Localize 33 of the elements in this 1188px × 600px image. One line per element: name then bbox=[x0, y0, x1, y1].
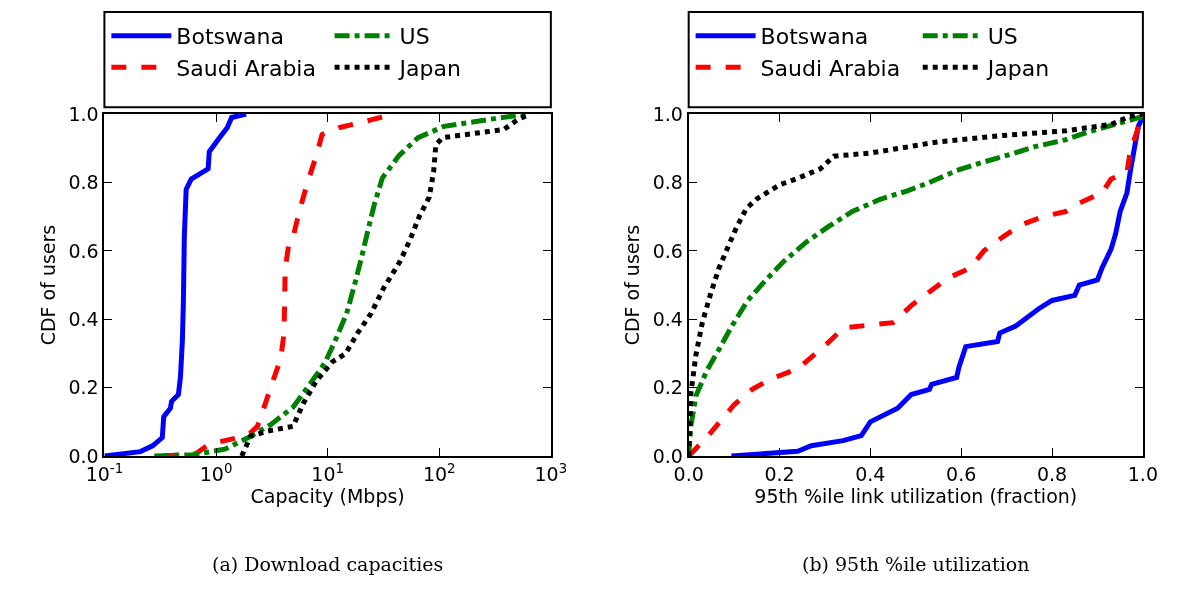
x-tick-label: 0.4 bbox=[855, 462, 886, 485]
x-axis-title: 95th %ile link utilization (fraction) bbox=[754, 485, 1078, 508]
x-tick-label: 0.2 bbox=[764, 462, 795, 485]
x-tick-label: 10$^{1}$ bbox=[311, 460, 344, 485]
x-tick-label: 0.8 bbox=[1036, 462, 1068, 485]
x-tick-label: 1.0 bbox=[1127, 462, 1158, 485]
legend-label: Saudi Arabia bbox=[760, 55, 901, 81]
y-tick-label: 0.6 bbox=[68, 239, 99, 262]
y-tick-label: 0.4 bbox=[68, 307, 99, 330]
legend-label: Botswana bbox=[760, 24, 869, 50]
legend-label: US bbox=[987, 24, 1018, 50]
y-tick-label: 0.4 bbox=[652, 307, 683, 330]
x-tick-label: 10$^{2}$ bbox=[422, 460, 456, 485]
y-tick-label: 1.0 bbox=[652, 102, 683, 125]
legend-label: US bbox=[399, 24, 430, 50]
y-tick-label: 0.6 bbox=[652, 239, 683, 262]
y-axis-title: CDF of users bbox=[621, 224, 643, 346]
x-tick-label: 10$^{3}$ bbox=[534, 460, 568, 485]
y-tick-label: 0.2 bbox=[68, 376, 99, 399]
legend-label: Japan bbox=[397, 55, 461, 81]
y-tick-label: 0.8 bbox=[68, 171, 99, 194]
x-tick-label: 0.6 bbox=[946, 462, 977, 485]
text: (a) Download capacities bbox=[212, 553, 444, 575]
x-axis-title: Capacity (Mbps) bbox=[250, 485, 405, 508]
y-tick-label: 1.0 bbox=[68, 102, 99, 125]
y-tick-label: 0.8 bbox=[652, 171, 683, 194]
x-tick-label: 10$^{0}$ bbox=[199, 460, 233, 485]
legend-label: Botswana bbox=[176, 24, 284, 50]
text: (b) 95th %ile utilization bbox=[802, 553, 1030, 575]
legend-label: Saudi Arabia bbox=[176, 55, 316, 81]
y-tick-label: 0.2 bbox=[652, 376, 683, 399]
y-axis-title: CDF of users bbox=[36, 224, 59, 346]
legend-label: Japan bbox=[985, 55, 1050, 81]
